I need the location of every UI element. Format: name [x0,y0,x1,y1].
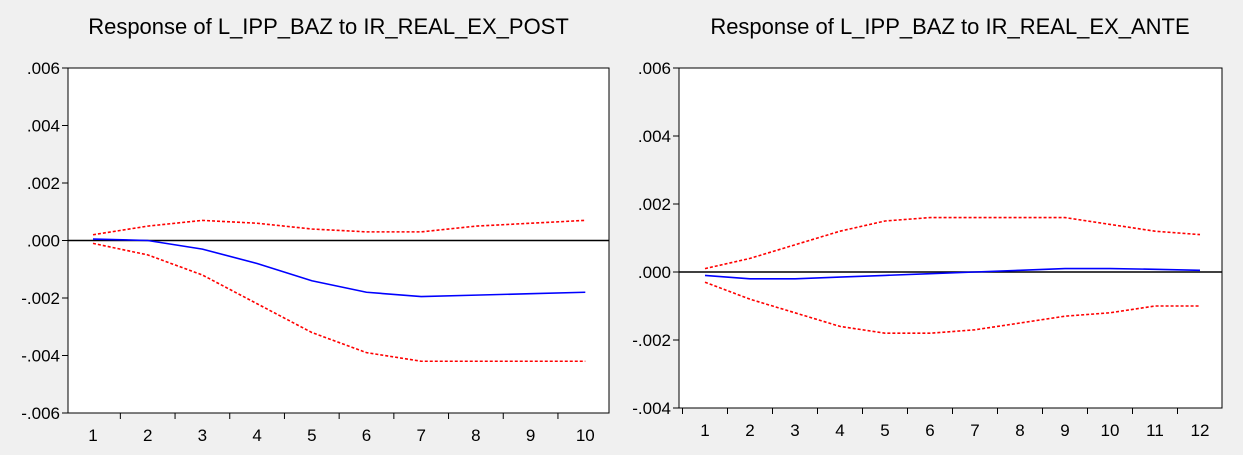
y-tick-label: -.004 [632,399,671,418]
y-tick-label: .000 [27,232,60,251]
x-tick-label: 9 [1060,421,1069,440]
upper-band-line [704,216,1201,270]
upper-band-line [92,219,586,236]
y-tick-label: -.006 [21,404,60,423]
chart-title: Response of L_IPP_BAZ to IR_REAL_EX_POST [88,14,569,39]
x-tick-label: 8 [1015,421,1024,440]
y-tick-label: .004 [27,117,60,136]
x-tick-label: 10 [1101,421,1120,440]
x-tick-label: 5 [880,421,889,440]
plot-area: .006 .004 .002 .000 -.002 -.004 -.006 1 2 3 4 5 6 7 8 9… [21,59,610,445]
x-tick-label: 3 [790,421,799,440]
x-tick-label: 10 [576,426,595,445]
x-tick-label: 2 [745,421,754,440]
x-tick-label: 5 [307,426,316,445]
y-tick-label: .006 [27,59,60,78]
x-tick-label: 2 [143,426,152,445]
y-tick-label: -.002 [632,331,671,350]
x-tick-label: 7 [970,421,979,440]
response-line [92,238,586,298]
y-tick-label: -.004 [21,347,60,366]
x-tick-label: 6 [925,421,934,440]
y-tick-label: .002 [638,195,671,214]
y-tick-label: .004 [638,127,671,146]
plot-frame [678,67,1223,409]
x-tick-label: 4 [252,426,261,445]
x-tick-label: 1 [88,426,97,445]
x-tick-label: 4 [835,421,844,440]
chart-title: Response of L_IPP_BAZ to IR_REAL_EX_ANTE [710,14,1190,39]
chart-left: Response of L_IPP_BAZ to IR_REAL_EX_POST… [0,0,617,455]
y-tick-label: .002 [27,174,60,193]
y-tick-label: .006 [638,59,671,78]
lower-band-line [704,281,1200,335]
lower-band-line [92,242,586,363]
x-tick-label: 12 [1191,421,1210,440]
chart-right: Response of L_IPP_BAZ to IR_REAL_EX_ANTE… [617,0,1243,455]
x-tick-label: 6 [362,426,371,445]
x-tick-label: 8 [471,426,480,445]
x-tick-label: 1 [700,421,709,440]
x-tick-label: 11 [1146,421,1164,440]
x-tick-label: 9 [526,426,535,445]
y-tick-label: -.002 [21,289,60,308]
response-line [704,267,1201,280]
x-tick-label: 7 [416,426,425,445]
y-tick-label: .000 [638,263,671,282]
x-tick-label: 3 [198,426,207,445]
